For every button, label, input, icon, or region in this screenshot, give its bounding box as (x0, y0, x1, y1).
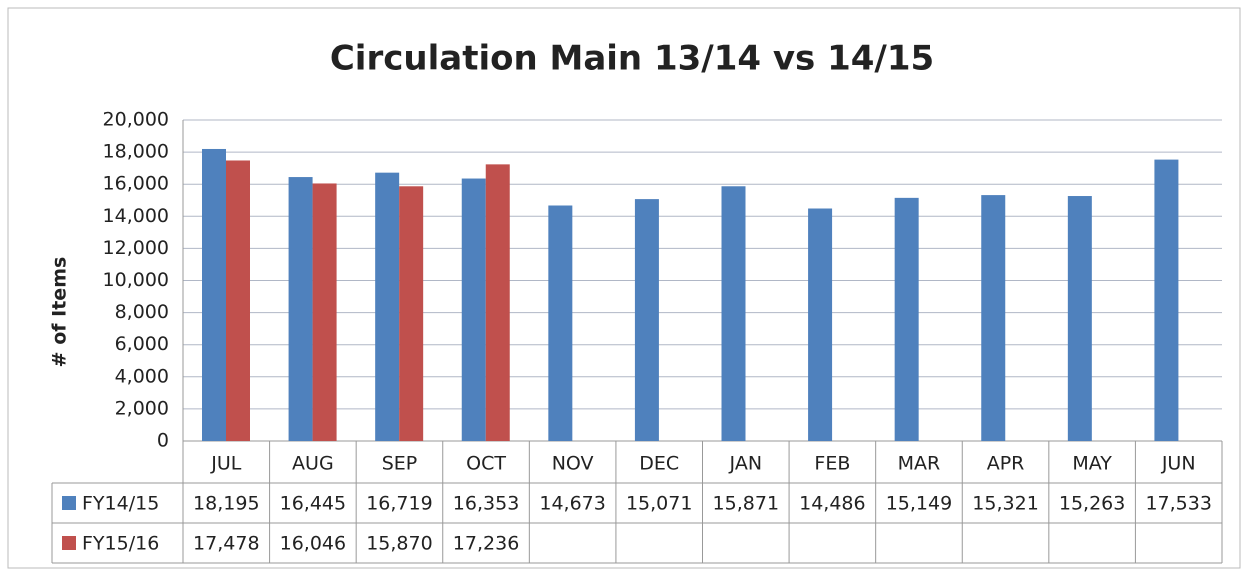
table-value: 17,478 (193, 533, 259, 555)
x-tick-label: FEB (814, 453, 850, 475)
table-value: 16,719 (366, 493, 432, 515)
y-tick-label: 0 (157, 430, 169, 452)
x-tick-label: SEP (382, 453, 418, 475)
table-value: 15,871 (713, 493, 779, 515)
y-tick-label: 20,000 (103, 109, 169, 131)
table-value: 15,321 (972, 493, 1038, 515)
x-tick-label: JUL (210, 453, 242, 475)
x-tick-label: OCT (466, 453, 506, 475)
y-tick-label: 2,000 (115, 397, 169, 419)
table-value: 14,486 (799, 493, 865, 515)
bar (548, 205, 573, 441)
bar (981, 195, 1006, 441)
table-value: 17,236 (453, 533, 519, 555)
y-tick-label: 4,000 (115, 365, 169, 387)
table-value: 15,870 (366, 533, 432, 555)
bar (894, 197, 919, 441)
bar (226, 160, 250, 442)
table-value: 16,353 (453, 493, 519, 515)
y-axis-label: # of Items (49, 257, 71, 368)
bar (461, 178, 486, 441)
bar (375, 172, 400, 442)
table-value: 15,071 (626, 493, 692, 515)
bar (485, 164, 510, 442)
table-value: 14,673 (539, 493, 605, 515)
bar (288, 177, 313, 442)
legend-swatch (62, 496, 76, 510)
bar (1154, 159, 1179, 442)
y-tick-label: 18,000 (103, 141, 169, 163)
legend-label: FY15/16 (82, 533, 159, 555)
y-tick-label: 14,000 (103, 205, 169, 227)
x-tick-label: DEC (639, 453, 679, 475)
y-tick-label: 6,000 (115, 333, 169, 355)
legend-swatch (62, 536, 76, 550)
x-tick-label: NOV (552, 453, 594, 475)
table-value: 15,149 (886, 493, 952, 515)
x-tick-label: APR (987, 453, 1025, 475)
bar (721, 186, 746, 441)
bar (1067, 196, 1092, 441)
bar (312, 183, 337, 441)
x-tick-label: MAR (898, 453, 941, 475)
bar (808, 208, 833, 441)
table-value: 15,263 (1059, 493, 1125, 515)
bar (634, 199, 659, 441)
chart-frame (7, 7, 1241, 569)
y-tick-label: 12,000 (103, 237, 169, 259)
table-value: 16,046 (280, 533, 346, 555)
y-tick-label: 16,000 (103, 173, 169, 195)
y-tick-label: 10,000 (103, 269, 169, 291)
bar (202, 148, 226, 441)
chart-title: Circulation Main 13/14 vs 14/15 (330, 39, 934, 79)
table-value: 16,445 (280, 493, 346, 515)
x-tick-label: AUG (292, 453, 334, 475)
x-tick-label: JUN (1161, 453, 1196, 475)
legend-label: FY14/15 (82, 493, 159, 515)
table-value: 18,195 (193, 493, 259, 515)
y-tick-label: 8,000 (115, 301, 169, 323)
x-tick-label: JAN (729, 453, 762, 475)
x-tick-label: MAY (1072, 453, 1112, 475)
bar (399, 186, 424, 441)
table-value: 17,533 (1145, 493, 1211, 515)
